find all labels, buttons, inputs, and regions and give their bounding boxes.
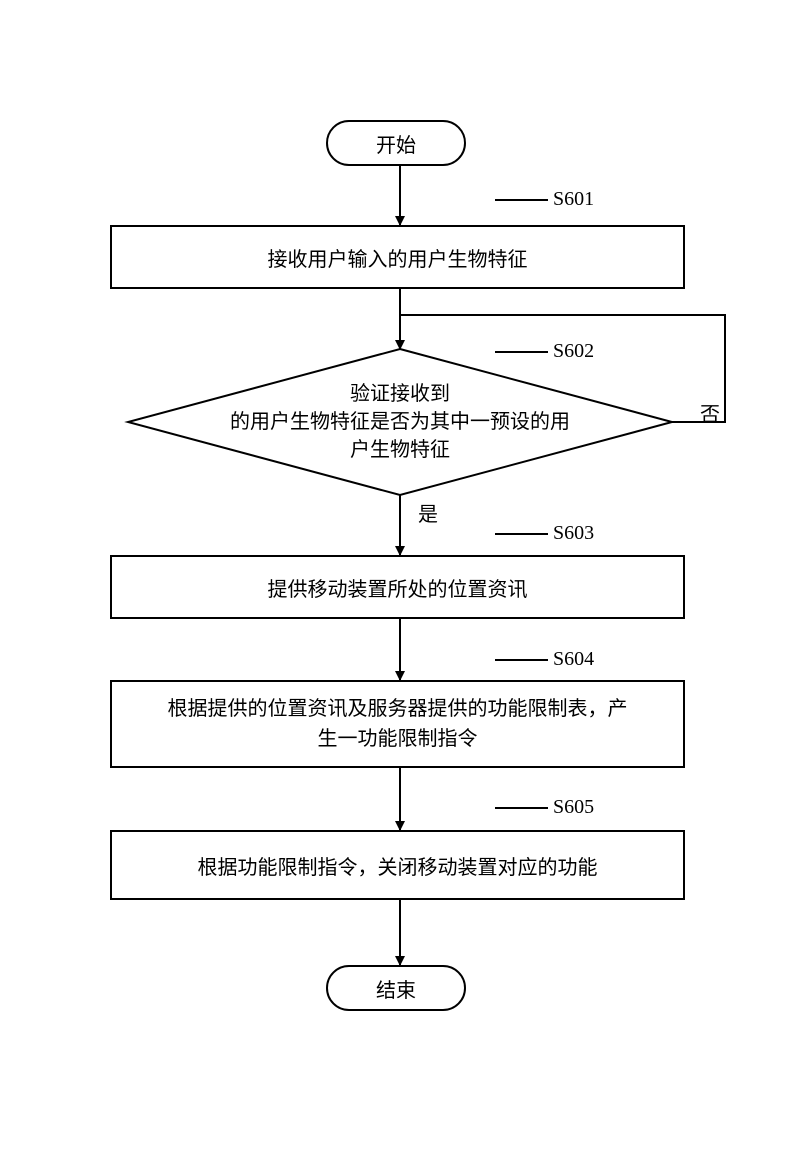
label-s604-text: S604 [553,648,594,670]
decision-s602-text-wrap: 验证接收到 的用户生物特征是否为其中一预设的用 户生物特征 [158,370,642,474]
end-terminator: 结束 [326,965,466,1011]
process-s603: 提供移动装置所处的位置资讯 [110,555,685,619]
label-s605-text: S605 [553,796,594,818]
process-s605: 根据功能限制指令，关闭移动装置对应的功能 [110,830,685,900]
label-s603: S603 [553,522,594,545]
s603-text: 提供移动装置所处的位置资讯 [268,573,528,602]
start-terminator: 开始 [326,120,466,166]
label-s604: S604 [553,648,594,671]
label-no: 否 [700,398,720,427]
process-s601: 接收用户输入的用户生物特征 [110,225,685,289]
label-no-text: 否 [700,404,720,426]
label-s603-text: S603 [553,522,594,544]
s601-text: 接收用户输入的用户生物特征 [268,243,528,272]
start-text: 开始 [376,129,416,158]
label-s602-text: S602 [553,340,594,362]
s604-text: 根据提供的位置资讯及服务器提供的功能限制表，产 生一功能限制指令 [168,694,628,754]
flowchart-canvas: 开始 接收用户输入的用户生物特征 验证接收到 的用户生物特征是否为其中一预设的用… [0,0,800,1155]
end-text: 结束 [376,974,416,1003]
label-s601: S601 [553,188,594,211]
label-s602: S602 [553,340,594,363]
label-s601-text: S601 [553,188,594,210]
s605-text: 根据功能限制指令，关闭移动装置对应的功能 [198,851,598,880]
label-yes: 是 [418,498,438,527]
process-s604: 根据提供的位置资讯及服务器提供的功能限制表，产 生一功能限制指令 [110,680,685,768]
label-s605: S605 [553,796,594,819]
s602-text: 验证接收到 的用户生物特征是否为其中一预设的用 户生物特征 [230,380,570,464]
label-yes-text: 是 [418,504,438,526]
